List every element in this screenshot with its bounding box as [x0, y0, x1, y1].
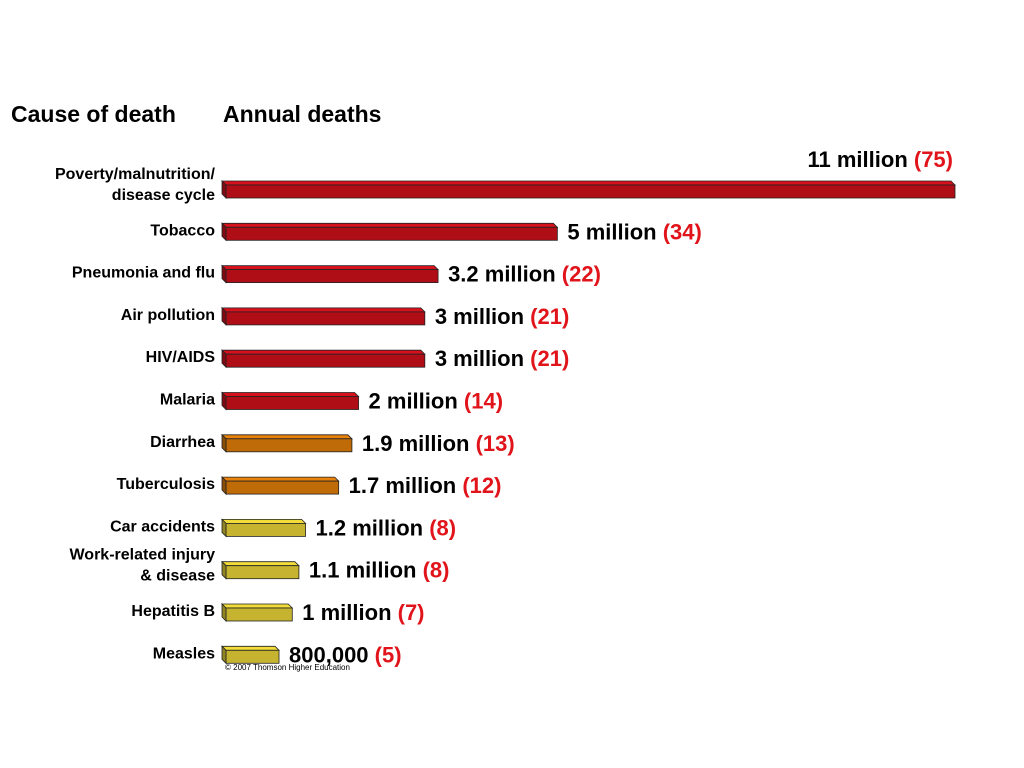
- bar-group: [221, 433, 353, 453]
- bar-side-face: [221, 264, 227, 284]
- bar: [225, 226, 558, 241]
- value-label: 3.2 million (22): [448, 262, 601, 287]
- bar-top-face: [221, 392, 360, 397]
- bar-top-face: [221, 265, 440, 271]
- value-label: 800,000 (5): [289, 642, 402, 667]
- bar-side-face: [221, 391, 227, 411]
- bar-group: [221, 222, 559, 242]
- bar-top-face: [221, 561, 300, 567]
- bar: [225, 396, 359, 410]
- bar-top-face: [221, 603, 294, 609]
- bar-side-face: [221, 476, 227, 496]
- bar-top-face: [221, 519, 307, 524]
- category-label: Tobacco: [150, 222, 215, 239]
- annual-deaths-header: Annual deaths: [223, 101, 382, 127]
- category-label: HIV/AIDS: [146, 349, 216, 366]
- bar-side-face: [221, 349, 227, 369]
- bar-group: [221, 560, 300, 580]
- value-label: 1.2 million (8): [316, 515, 457, 540]
- value-label: 11 million (75): [808, 147, 954, 172]
- bar-group: [221, 391, 360, 411]
- bar: [225, 353, 426, 368]
- value-label: 5 million (34): [567, 219, 701, 244]
- bar: [225, 311, 426, 326]
- value-label: 1.1 million (8): [309, 558, 450, 583]
- bar-group: [221, 518, 307, 538]
- value-label: 1 million (7): [302, 600, 424, 625]
- category-label: Measles: [153, 645, 215, 662]
- bar: [225, 438, 353, 453]
- bar: [225, 607, 293, 622]
- bar-top-face: [221, 476, 340, 482]
- bar-group: [221, 180, 956, 199]
- value-label: 1.9 million (13): [362, 431, 515, 456]
- bar-group: [221, 264, 440, 284]
- category-label: Poverty/malnutrition/disease cycle: [55, 166, 216, 204]
- bar-side-face: [221, 306, 227, 326]
- value-label: 3 million (21): [435, 304, 569, 329]
- value-label: 2 million (14): [369, 389, 503, 414]
- bar-group: [221, 306, 426, 326]
- category-label: Malaria: [160, 392, 215, 409]
- value-label: 3 million (21): [435, 346, 569, 371]
- bar: [225, 649, 280, 664]
- category-label: Pneumonia and flu: [72, 265, 215, 282]
- category-label: Air pollution: [121, 307, 215, 324]
- bar-group: [221, 476, 340, 496]
- value-label: 1.7 million (12): [349, 473, 502, 498]
- bar-top-face: [221, 307, 426, 313]
- bar-side-face: [221, 433, 227, 453]
- bar-side-face: [221, 518, 227, 538]
- bar-top-face: [221, 349, 426, 355]
- bar-side-face: [221, 603, 227, 622]
- bar: [225, 269, 439, 284]
- category-label: Hepatitis B: [131, 603, 215, 620]
- bar: [225, 184, 956, 199]
- bar: [225, 565, 300, 580]
- bar-side-face: [221, 560, 227, 580]
- category-label: Car accidents: [110, 518, 215, 535]
- bar-group: [221, 603, 294, 622]
- bar-top-face: [221, 180, 956, 186]
- bar: [225, 523, 306, 537]
- category-label: Tuberculosis: [117, 476, 215, 493]
- category-label: Diarrhea: [150, 434, 215, 451]
- bar-group: [221, 645, 280, 665]
- bar-group: [221, 349, 426, 369]
- bar-top-face: [221, 222, 559, 228]
- category-label: Work-related injury & disease: [69, 547, 215, 585]
- bar-top-face: [221, 645, 280, 651]
- bar-side-face: [221, 645, 227, 665]
- bar-top-face: [221, 434, 353, 440]
- cause-of-death-header: Cause of death: [11, 101, 176, 127]
- bar: [225, 480, 340, 495]
- copyright-credit: © 2007 Thomson Higher Education: [225, 663, 350, 672]
- bar-side-face: [221, 222, 227, 242]
- bar-side-face: [221, 180, 227, 199]
